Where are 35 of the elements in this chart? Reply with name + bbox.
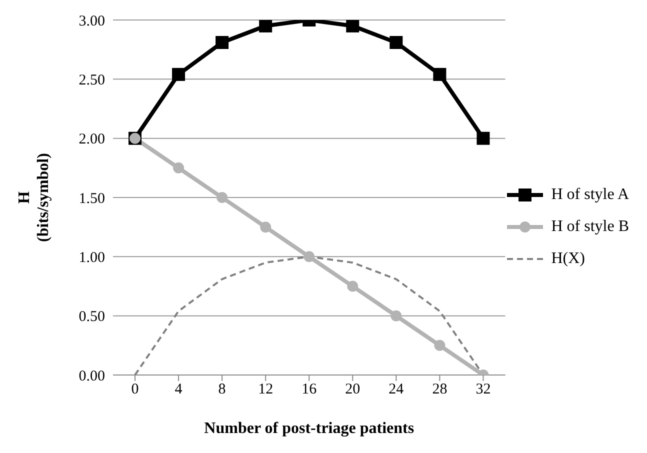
x-tick-label: 20 xyxy=(345,382,360,398)
x-axis-title: Number of post-triage patients xyxy=(204,420,414,437)
legend-label: H(X) xyxy=(551,250,585,268)
point xyxy=(216,192,228,203)
x-tick-label: 24 xyxy=(388,382,404,398)
point xyxy=(347,280,358,292)
x-tick-label: 16 xyxy=(302,382,318,398)
point xyxy=(390,36,403,49)
x-tick-label: 8 xyxy=(218,382,226,398)
x-tick-label: 0 xyxy=(131,382,139,398)
x-tick-label: 28 xyxy=(432,382,448,398)
y-tick-label: 0.00 xyxy=(78,368,105,384)
y-tick-label: 1.00 xyxy=(78,250,105,266)
legend-label: H of style A xyxy=(551,186,629,204)
legend-label: H of style B xyxy=(551,218,629,236)
point xyxy=(216,36,229,49)
point xyxy=(260,222,272,233)
y-tick-label: 2.50 xyxy=(78,72,105,88)
y-axis-title: H (bits/symbol) xyxy=(16,153,52,242)
point xyxy=(433,68,446,81)
point xyxy=(259,20,272,32)
point xyxy=(304,251,315,262)
point xyxy=(390,310,402,322)
point xyxy=(346,20,360,32)
x-tick-label: 12 xyxy=(258,382,274,398)
point xyxy=(172,68,186,81)
y-tick-label: 1.50 xyxy=(78,190,105,207)
point xyxy=(476,132,490,145)
point xyxy=(173,162,184,174)
point xyxy=(434,340,446,351)
y-tick-label: 3.00 xyxy=(78,13,105,30)
y-tick-label: 2.00 xyxy=(78,132,105,148)
x-tick-label: 4 xyxy=(174,382,183,398)
y-tick-label: 0.50 xyxy=(78,309,105,326)
x-tick-label: 32 xyxy=(476,382,491,398)
